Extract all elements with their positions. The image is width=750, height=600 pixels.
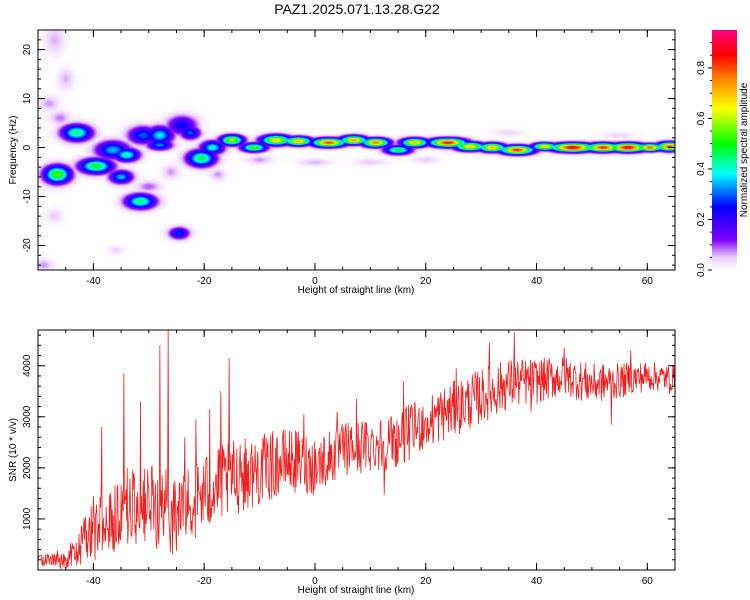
spectrogram-x-tick-label: -20	[197, 276, 212, 287]
spectrogram-x-axis-label: Height of straight line (km)	[298, 285, 415, 296]
colorbar-scale	[712, 30, 737, 270]
spectrogram-y-tick-label: 20	[22, 44, 33, 56]
spectrogram-y-tick-label: -20	[22, 238, 33, 253]
snr-panel: -40 -20 0 20 40 60 1000 2000 3000 4000 Height of …	[8, 329, 676, 596]
spectrogram-y-tick-label: -10	[22, 189, 33, 204]
colorbar-tick-label: 0.8	[696, 61, 707, 75]
snr-x-tick-label: -20	[197, 576, 212, 587]
snr-y-tick-label: 2000	[22, 456, 33, 479]
snr-y-tick-label: 1000	[22, 507, 33, 530]
snr-x-axis-label: Height of straight line (km)	[298, 585, 415, 596]
spectrogram-heatmap-raster	[38, 30, 675, 270]
snr-axes: -40 -20 0 20 40 60 1000 2000 3000 4000	[22, 330, 676, 587]
spectrogram-y-tick-label: 10	[22, 93, 33, 105]
spectrogram-panel: -40 -20 0 20 40 60 -20 -10 0 10 20 Height of strai…	[8, 29, 676, 296]
snr-x-tick-label: 40	[531, 576, 543, 587]
chart-title: PAZ1.2025.071.13.28.G22	[274, 1, 440, 17]
spectrogram-x-tick-label: 60	[642, 276, 654, 287]
snr-series-line	[38, 330, 675, 570]
colorbar: 0.0 0.2 0.4 0.6 0.8 Normalized spectral ampl…	[696, 30, 750, 277]
spectrogram-heatmap	[38, 30, 675, 270]
spectrogram-x-tick-label: 0	[312, 276, 318, 287]
snr-plot-area	[38, 330, 675, 570]
spectrogram-x-tick-label: 40	[531, 276, 543, 287]
colorbar-ticks: 0.0 0.2 0.4 0.6 0.8	[696, 42, 712, 277]
snr-x-tick-label: 60	[642, 576, 654, 587]
spectrogram-x-tick-label: 20	[420, 276, 432, 287]
snr-frame	[37, 329, 676, 571]
snr-y-tick-label: 3000	[22, 405, 33, 428]
spectrogram-x-tick-label: -40	[86, 276, 101, 287]
spectrogram-y-tick-label: 0	[22, 144, 33, 150]
snr-y-axis-label: SNR (10 * v/v)	[8, 418, 19, 482]
spectrogram-y-axis-label: Frequency (Hz)	[8, 116, 19, 185]
colorbar-tick-label: 0.2	[696, 212, 707, 226]
colorbar-tick-label: 0.4	[696, 162, 707, 176]
snr-x-tick-label: 0	[312, 576, 318, 587]
spectrogram-axes: -40 -20 0 20 40 60 -20 -10 0 10 20	[22, 29, 676, 287]
snr-x-tick-label: -40	[86, 576, 101, 587]
spectrogram-frame	[37, 29, 676, 271]
snr-x-tick-label: 20	[420, 576, 432, 587]
colorbar-label: Normalized spectral amplitude	[739, 82, 750, 217]
colorbar-tick-label: 0.6	[696, 111, 707, 125]
snr-y-tick-label: 4000	[22, 354, 33, 377]
colorbar-tick-label: 0.0	[696, 263, 707, 277]
